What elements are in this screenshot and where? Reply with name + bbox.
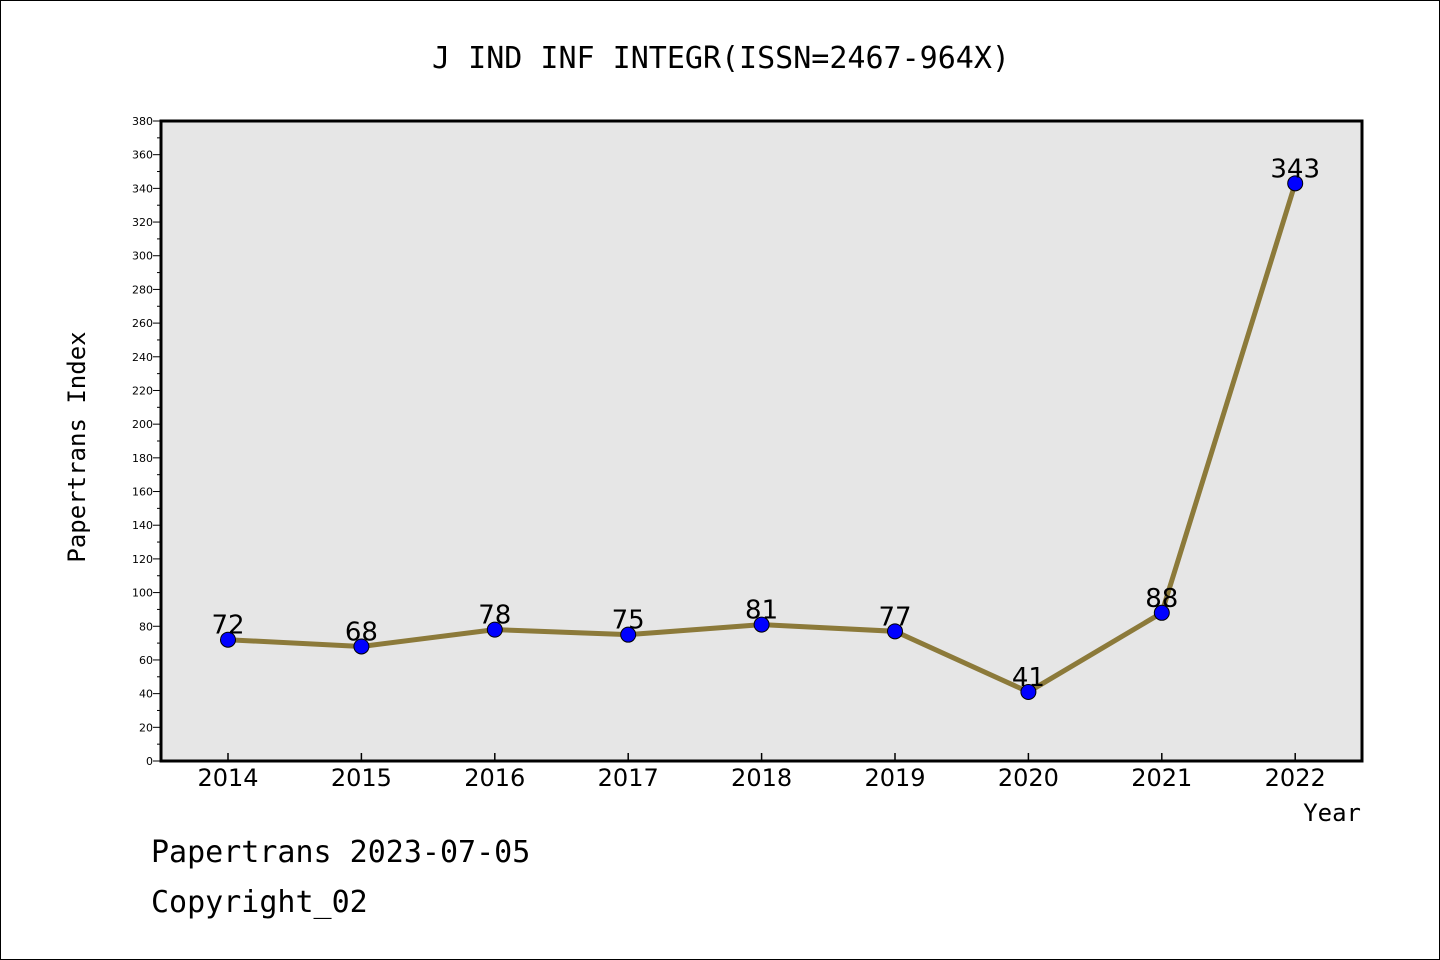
x-tick-label: 2021 bbox=[1131, 764, 1192, 792]
data-label: 88 bbox=[1145, 584, 1178, 614]
y-tick-label: 100 bbox=[132, 587, 153, 600]
series-layer bbox=[220, 175, 1304, 700]
x-tick-label: 2022 bbox=[1265, 764, 1326, 792]
data-point bbox=[353, 638, 370, 655]
data-label: 75 bbox=[612, 606, 645, 636]
x-tick-label: 2014 bbox=[197, 764, 258, 792]
y-tick-label: 360 bbox=[132, 149, 153, 162]
y-axis-label: Papertrans Index bbox=[63, 331, 91, 562]
data-label: 72 bbox=[211, 611, 244, 641]
y-tick-label: 120 bbox=[132, 553, 153, 566]
x-tick-label: 2017 bbox=[598, 764, 659, 792]
y-tick-label: 200 bbox=[132, 418, 153, 431]
y-tick-label: 240 bbox=[132, 351, 153, 364]
y-tick-label: 80 bbox=[139, 620, 153, 633]
y-tick-label: 0 bbox=[146, 755, 153, 768]
y-tick-label: 260 bbox=[132, 317, 153, 330]
data-point bbox=[1020, 683, 1037, 700]
data-label: 343 bbox=[1270, 154, 1320, 184]
y-tick-label: 140 bbox=[132, 519, 153, 532]
data-label: 68 bbox=[345, 617, 378, 647]
data-point bbox=[486, 621, 503, 638]
y-tick-label: 300 bbox=[132, 250, 153, 263]
y-tick-label: 60 bbox=[139, 654, 153, 667]
data-point bbox=[620, 626, 637, 643]
x-axis: 2014 2015 2016 2017 2018 2019 2020 2021 2022 bbox=[197, 753, 1326, 792]
x-tick-label: 2020 bbox=[998, 764, 1059, 792]
chart-title: J IND INF INTEGR(ISSN=2467-964X) bbox=[432, 41, 1010, 76]
data-label-layer: 72 68 78 75 81 77 41 88 343 bbox=[211, 154, 1320, 693]
x-tick-label: 2015 bbox=[331, 764, 392, 792]
y-tick-label: 380 bbox=[132, 115, 153, 128]
y-tick-label: 220 bbox=[132, 384, 153, 397]
data-point bbox=[887, 623, 903, 640]
x-axis-label: Year bbox=[1303, 799, 1361, 827]
y-tick-label: 20 bbox=[139, 721, 153, 734]
x-tick-label: 2019 bbox=[864, 764, 925, 792]
y-tick-label: 160 bbox=[132, 486, 153, 499]
data-point bbox=[753, 616, 770, 633]
y-tick-label: 40 bbox=[139, 688, 153, 701]
footer-date: Papertrans 2023-07-05 bbox=[151, 835, 531, 870]
x-tick-label: 2016 bbox=[464, 764, 525, 792]
plot-area bbox=[159, 119, 1364, 763]
data-label: 78 bbox=[478, 601, 511, 631]
y-tick-label: 320 bbox=[132, 216, 153, 229]
y-axis: 0 20 40 60 80 100 120 140 160 180 200 220 240 260 280 3… bbox=[132, 115, 161, 768]
data-point bbox=[1287, 175, 1304, 192]
data-point bbox=[1153, 604, 1170, 621]
y-tick-label: 280 bbox=[132, 283, 153, 296]
y-tick-label: 180 bbox=[132, 452, 153, 465]
data-point bbox=[220, 631, 236, 648]
y-tick-label: 340 bbox=[132, 182, 153, 195]
data-label: 41 bbox=[1012, 663, 1045, 693]
data-label: 81 bbox=[745, 596, 778, 626]
data-label: 77 bbox=[878, 602, 911, 632]
x-tick-label: 2018 bbox=[731, 764, 792, 792]
footer-copyright: Copyright_02 bbox=[151, 885, 368, 920]
